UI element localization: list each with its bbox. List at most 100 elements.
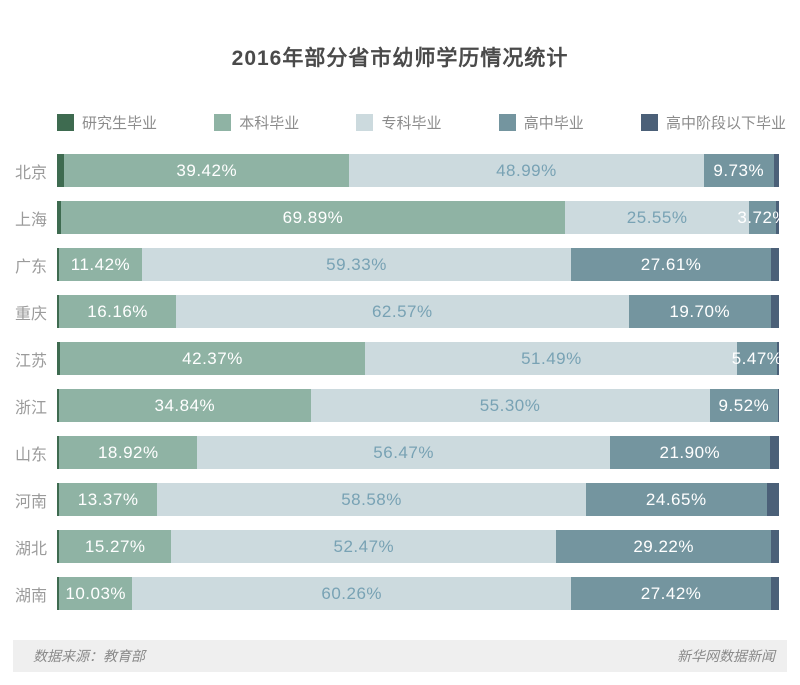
- segment-value-label: 39.42%: [176, 160, 238, 180]
- legend-label: 专科毕业: [381, 115, 442, 132]
- stacked-bar: 34.84% 55.30% 9.52%: [57, 389, 779, 422]
- bar-segment-研究生毕业: [57, 389, 60, 422]
- category-label: 山东: [14, 446, 47, 464]
- bar-segment-本科毕业: 18.92%: [59, 436, 198, 469]
- bar-row: 北京 39.42% 48.99% 9.73%: [0, 154, 800, 187]
- data-source: 数据来源：教育部: [33, 648, 145, 664]
- bar-row: 上海 69.89% 25.55% 3.72%: [0, 201, 800, 234]
- segment-value-label: 9.73%: [713, 160, 765, 180]
- stacked-bar: 11.42% 59.33% 27.61%: [57, 248, 779, 281]
- bar-segment-本科毕业: 34.84%: [59, 389, 311, 422]
- bar-segment-研究生毕业: [57, 248, 60, 281]
- credit: 新华网数据新闻: [677, 648, 775, 664]
- bar-segment-研究生毕业: [57, 342, 60, 375]
- bar-segment-本科毕业: 16.16%: [59, 295, 177, 328]
- legend-item-3: 高中毕业: [498, 112, 584, 133]
- category-label: 北京: [14, 164, 47, 182]
- segment-value-label: 34.84%: [154, 395, 216, 415]
- bar-segment-高中阶段以下毕业: [770, 577, 779, 610]
- segment-value-label: 10.03%: [65, 583, 127, 603]
- legend-label: 研究生毕业: [82, 115, 158, 132]
- stacked-bar: 13.37% 58.58% 24.65%: [57, 483, 779, 516]
- bar-segment-研究生毕业: [57, 154, 65, 187]
- bar-segment-高中阶段以下毕业: [776, 201, 779, 234]
- bar-segment-高中毕业: 9.52%: [709, 389, 779, 422]
- segment-value-label: 42.37%: [182, 348, 243, 368]
- bar-segment-高中阶段以下毕业: [766, 483, 779, 516]
- bar-row: 广东 11.42% 59.33% 27.61%: [0, 248, 800, 281]
- bar-segment-专科毕业: 59.33%: [141, 248, 572, 281]
- bar-segment-高中毕业: 3.72%: [737, 201, 788, 234]
- segment-value-label: 60.26%: [321, 583, 383, 603]
- bar-segment-本科毕业: 10.03%: [59, 577, 133, 610]
- bar-segment-本科毕业: 15.27%: [59, 530, 172, 563]
- bar-segment-高中毕业: 29.22%: [556, 530, 771, 563]
- category-label: 江苏: [14, 352, 47, 370]
- bar-segment-高中阶段以下毕业: [771, 248, 779, 281]
- segment-value-label: 62.57%: [371, 301, 433, 321]
- bar-row: 江苏 42.37% 51.49% 5.47%: [0, 342, 800, 375]
- stacked-bar: 10.03% 60.26% 27.42%: [57, 577, 779, 610]
- legend-item-0: 研究生毕业: [57, 112, 157, 133]
- legend-label: 高中阶段以下毕业: [665, 115, 786, 132]
- legend-swatch-icon: [356, 114, 374, 131]
- legend-swatch-icon: [57, 114, 74, 131]
- bar-segment-研究生毕业: [57, 530, 60, 563]
- legend-item-1: 本科毕业: [214, 112, 299, 133]
- legend-swatch-icon: [214, 114, 232, 131]
- bar-segment-专科毕业: 58.58%: [157, 483, 587, 516]
- segment-value-label: 69.89%: [282, 207, 344, 227]
- bar-segment-高中毕业: 24.65%: [586, 483, 767, 516]
- bar-segment-高中毕业: 27.42%: [571, 577, 771, 610]
- bar-segment-高中毕业: 9.73%: [703, 154, 774, 187]
- bar-segment-专科毕业: 62.57%: [176, 295, 629, 328]
- segment-value-label: 51.49%: [521, 348, 582, 368]
- segment-value-label: 59.33%: [326, 254, 387, 274]
- bar-segment-专科毕业: 51.49%: [365, 342, 738, 375]
- bar-row: 山东 18.92% 56.47% 21.90%: [0, 436, 800, 469]
- segment-value-label: 55.30%: [479, 395, 541, 415]
- bar-segment-高中阶段以下毕业: [771, 295, 779, 328]
- bar-row: 浙江 34.84% 55.30% 9.52%: [0, 389, 800, 422]
- bar-segment-本科毕业: 39.42%: [64, 154, 350, 187]
- stacked-bar: 39.42% 48.99% 9.73%: [57, 154, 779, 187]
- segment-value-label: 48.99%: [496, 160, 557, 180]
- segment-value-label: 3.72%: [737, 207, 789, 227]
- bar-segment-高中毕业: 5.47%: [732, 342, 782, 375]
- segment-value-label: 11.42%: [70, 254, 131, 274]
- bar-segment-研究生毕业: [57, 436, 60, 469]
- stacked-bar: 18.92% 56.47% 21.90%: [57, 436, 779, 469]
- chart: 北京 39.42% 48.99% 9.73% 上海 69.89% 25.55% 3.72% 广东…: [0, 154, 800, 610]
- bar-segment-高中阶段以下毕业: [773, 154, 779, 187]
- bar-row: 重庆 16.16% 62.57% 19.70%: [0, 295, 800, 328]
- stacked-bar: 42.37% 51.49% 5.47%: [57, 342, 782, 375]
- bar-segment-专科毕业: 60.26%: [132, 577, 572, 610]
- segment-value-label: 56.47%: [373, 442, 434, 462]
- bar-row: 河南 13.37% 58.58% 24.65%: [0, 483, 800, 516]
- bar-segment-高中毕业: 19.70%: [628, 295, 771, 328]
- bar-segment-研究生毕业: [57, 483, 60, 516]
- category-label: 湖北: [14, 540, 47, 558]
- category-label: 上海: [14, 211, 47, 229]
- segment-value-label: 15.27%: [84, 536, 146, 556]
- bar-segment-高中阶段以下毕业: [776, 342, 779, 375]
- legend-label: 本科毕业: [239, 115, 300, 132]
- category-label: 浙江: [14, 399, 47, 417]
- bar-segment-高中毕业: 27.61%: [571, 248, 771, 281]
- category-label: 河南: [14, 493, 47, 511]
- segment-value-label: 52.47%: [333, 536, 395, 556]
- segment-value-label: 27.61%: [640, 254, 702, 274]
- bar-segment-研究生毕业: [57, 295, 60, 328]
- segment-value-label: 27.42%: [640, 583, 702, 603]
- segment-value-label: 16.16%: [87, 301, 148, 321]
- segment-value-label: 5.47%: [731, 348, 783, 368]
- bar-segment-高中阶段以下毕业: [770, 530, 779, 563]
- footer: 数据来源：教育部 新华网数据新闻: [13, 640, 787, 672]
- bar-row: 湖南 10.03% 60.26% 27.42%: [0, 577, 800, 610]
- bar-segment-本科毕业: 13.37%: [59, 483, 158, 516]
- bar-segment-专科毕业: 48.99%: [349, 154, 704, 187]
- category-label: 重庆: [14, 305, 47, 323]
- legend: 研究生毕业 本科毕业 专科毕业 高中毕业 高中阶段以下毕业: [57, 112, 786, 133]
- bar-segment-专科毕业: 52.47%: [171, 530, 557, 563]
